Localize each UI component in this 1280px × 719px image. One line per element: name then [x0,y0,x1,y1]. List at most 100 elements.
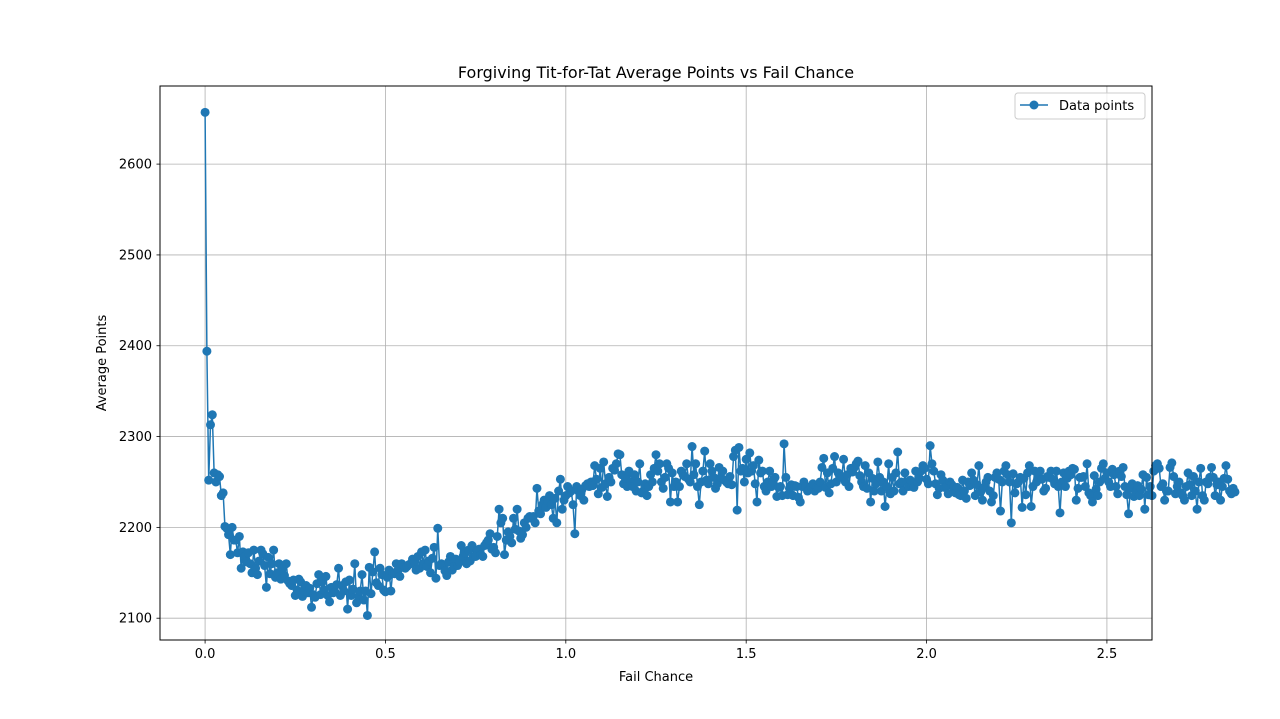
data-point [1216,495,1226,505]
data-point [1167,458,1177,468]
data-point [606,477,616,487]
data-point [1017,502,1027,512]
data-point [900,468,910,478]
data-point [234,531,244,541]
data-point [1136,484,1146,494]
data-point [795,497,805,507]
data-point [568,500,578,510]
data-point [1055,508,1065,518]
data-point [1230,487,1240,497]
data-point [880,502,890,511]
x-tick-label: 0.0 [195,647,216,662]
data-point [386,586,396,596]
y-tick-label: 2100 [119,612,152,627]
data-point [1179,495,1189,505]
data-point [629,470,639,480]
data-point [891,468,901,478]
data-point [700,446,710,456]
data-point [325,597,335,607]
data-point [530,518,540,528]
x-tick-label: 0.5 [375,647,396,662]
data-point [1093,491,1103,501]
data-point [1111,482,1121,492]
data-point [292,585,302,595]
data-point [204,475,214,485]
data-point [1005,477,1015,487]
data-point [591,474,601,484]
data-point [429,542,439,552]
data-point [703,479,713,489]
data-point [202,346,212,356]
data-point [1185,480,1195,490]
grid-lines [160,86,1152,640]
data-point [967,468,977,478]
data-point [685,477,695,487]
data-point [611,459,621,469]
data-point [927,459,937,469]
data-point [775,482,785,492]
data-point [509,513,519,523]
series-data-points [200,107,1240,620]
data-point [943,489,953,499]
data-point [1113,489,1123,499]
data-point [512,504,522,514]
data-point [1035,466,1045,476]
data-point [844,482,854,492]
data-point [570,529,580,539]
data-point [732,505,742,515]
data-point [725,472,735,482]
legend-box [1014,92,1146,120]
data-point [494,504,504,514]
data-point [518,530,528,540]
data-point [1221,461,1231,471]
data-point [1006,518,1016,528]
x-axis-label: Fail Chance [619,670,693,685]
data-point [923,479,933,489]
data-point [1124,509,1134,519]
data-point [552,518,562,528]
data-point [366,589,376,599]
data-point [674,482,684,492]
data-point [615,450,625,460]
data-point [839,454,849,464]
data-point [1078,472,1088,482]
data-point [1082,459,1092,469]
data-point [1194,477,1204,487]
data-point [599,457,609,467]
data-point [961,493,971,503]
data-point [983,472,993,482]
data-point [660,472,670,482]
data-point [667,468,677,478]
x-tick-label: 1.5 [736,647,757,662]
data-point [357,570,367,580]
data-point [765,466,775,476]
data-point [200,107,210,117]
y-tick-label: 2300 [119,430,152,445]
data-point [307,602,317,612]
data-point [1174,477,1184,487]
data-point [665,497,675,507]
data-point [884,459,894,469]
data-point [1051,466,1061,476]
data-point [862,483,872,493]
data-point [754,455,764,465]
data-point [269,545,279,555]
data-point [770,472,780,482]
data-point [281,559,291,569]
data-point [1098,459,1108,469]
data-point [1071,495,1081,505]
data-point [499,550,509,560]
data-point [893,447,903,457]
data-point [734,442,744,452]
data-point [478,551,488,561]
data-point [490,548,500,558]
data-point [420,545,430,555]
data-point [227,522,237,532]
data-point [218,488,228,498]
data-point [830,452,840,462]
data-point [988,491,998,501]
data-point [1196,463,1206,473]
data-point [655,459,665,469]
data-point [207,410,217,420]
